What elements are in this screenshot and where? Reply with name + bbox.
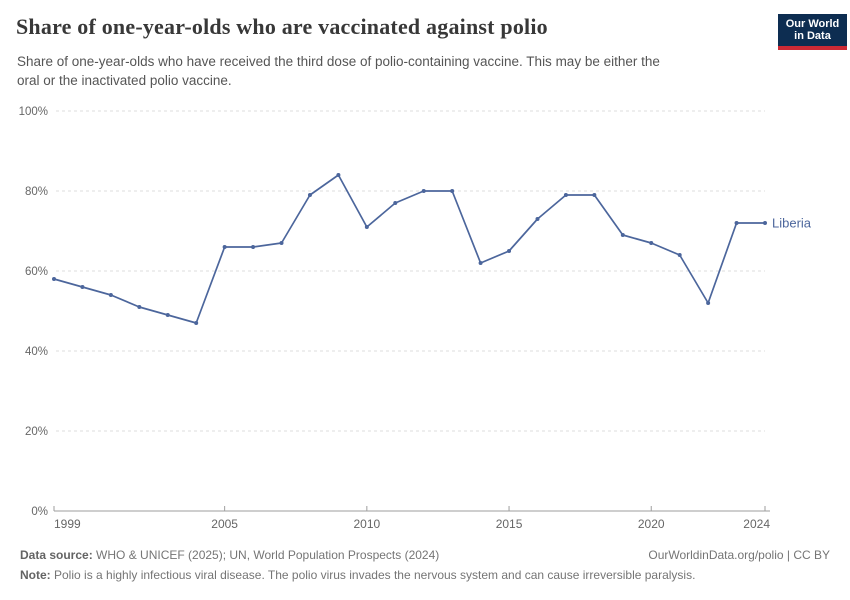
x-axis-label-2005: 2005 [211, 517, 238, 531]
y-axis-label-100: 100% [19, 106, 48, 118]
owid-link[interactable]: OurWorldinData.org/polio | CC BY [648, 548, 830, 562]
data-point-2008[interactable] [307, 193, 312, 197]
data-point-1999[interactable] [52, 277, 56, 281]
data-source-label: Data source: [20, 548, 93, 562]
logo-line-2: in Data [794, 30, 831, 42]
data-point-2023[interactable] [734, 221, 739, 225]
data-point-2003[interactable] [165, 313, 170, 317]
data-point-2020[interactable] [649, 241, 654, 245]
data-point-2018[interactable] [592, 193, 597, 197]
logo-line-1: Our World [785, 17, 840, 30]
page-title: Share of one-year-olds who are vaccinate… [16, 14, 548, 39]
x-axis-label-2015: 2015 [496, 517, 523, 531]
series-line-liberia [53, 174, 766, 324]
y-axis-label-0: 0% [31, 506, 48, 518]
data-point-2009[interactable] [336, 173, 341, 177]
data-point-2012[interactable] [421, 189, 426, 193]
data-point-2000[interactable] [80, 285, 85, 289]
data-point-2019[interactable] [620, 233, 625, 237]
y-axis-label-20: 20% [25, 426, 48, 438]
data-point-2021[interactable] [677, 253, 682, 257]
chart-footer: Data source: WHO & UNICEF (2025); UN, Wo… [20, 548, 830, 582]
data-point-2002[interactable] [137, 305, 142, 309]
data-source-text: Data source: WHO & UNICEF (2025); UN, Wo… [20, 548, 440, 562]
data-point-2015[interactable] [507, 249, 512, 253]
data-point-2022[interactable] [706, 301, 711, 305]
x-axis-label-2024: 2024 [743, 517, 770, 531]
data-point-2013[interactable] [450, 189, 455, 193]
chart-subtitle: Share of one-year-olds who have received… [17, 52, 660, 90]
data-point-2007[interactable] [279, 241, 284, 245]
y-axis-label-40: 40% [25, 346, 48, 358]
data-point-2017[interactable] [563, 193, 568, 197]
data-point-2005[interactable] [222, 245, 227, 249]
data-point-2004[interactable] [194, 321, 199, 325]
data-point-2010[interactable] [364, 225, 369, 229]
y-axis-label-60: 60% [25, 266, 48, 278]
chart-note: Note: Polio is a highly infectious viral… [20, 568, 696, 582]
note-label: Note: [20, 568, 51, 582]
x-axis-label-2010: 2010 [353, 517, 380, 531]
owid-logo: Our World in Data [778, 14, 847, 50]
data-point-2024[interactable] [763, 221, 767, 225]
data-point-2001[interactable] [108, 293, 113, 297]
x-axis-label-1999: 1999 [54, 517, 81, 531]
data-point-2006[interactable] [251, 245, 256, 249]
data-point-2016[interactable] [535, 217, 540, 221]
subtitle-line-2: oral or the inactivated polio vaccine. [17, 73, 232, 88]
data-point-2014[interactable] [478, 261, 483, 265]
y-axis-label-80: 80% [25, 186, 48, 198]
data-point-2011[interactable] [393, 201, 398, 205]
subtitle-line-1: Share of one-year-olds who have received… [17, 54, 660, 69]
series-label-liberia[interactable]: Liberia [772, 216, 812, 231]
x-axis-label-2020: 2020 [638, 517, 665, 531]
